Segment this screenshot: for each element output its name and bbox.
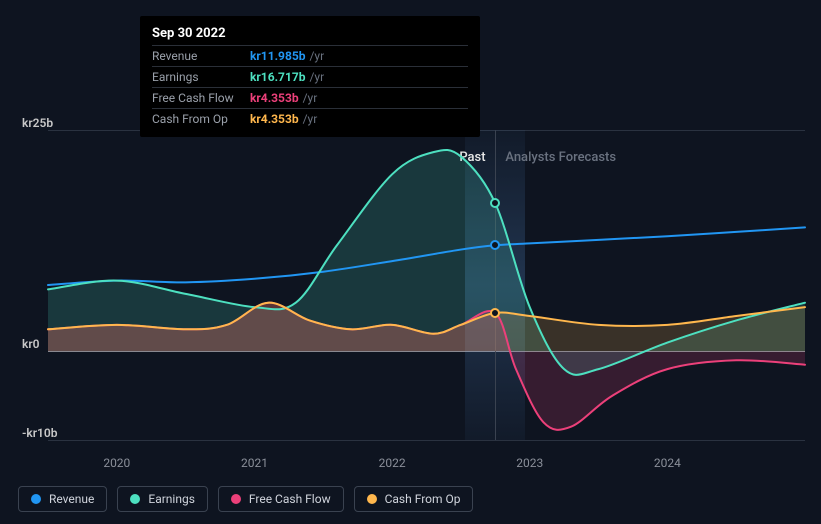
tooltip-row: Cash From Opkr4.353b/yr: [152, 108, 468, 129]
tooltip-row-label: Revenue: [152, 49, 250, 63]
legend-item-cfo[interactable]: Cash From Op: [354, 486, 474, 512]
legend-swatch: [31, 494, 41, 504]
tooltip-row: Earningskr16.717b/yr: [152, 66, 468, 87]
x-tick-label: 2020: [103, 456, 130, 470]
tooltip-row-label: Free Cash Flow: [152, 91, 250, 105]
legend-swatch: [130, 494, 140, 504]
marker-cfo: [490, 308, 500, 318]
marker-revenue: [490, 240, 500, 250]
financials-chart: -kr10bkr0kr25b Past Analysts Forecasts 2…: [0, 0, 821, 524]
tooltip-row-value: kr11.985b: [250, 49, 305, 63]
legend-item-revenue[interactable]: Revenue: [18, 486, 107, 512]
legend: Revenue Earnings Free Cash Flow Cash From O…: [18, 486, 473, 512]
tooltip-row-label: Cash From Op: [152, 112, 250, 126]
legend-label: Earnings: [148, 492, 195, 506]
legend-item-fcf[interactable]: Free Cash Flow: [218, 486, 344, 512]
x-tick-label: 2023: [516, 456, 543, 470]
tooltip-row-value: kr4.353b: [250, 112, 299, 126]
legend-swatch: [231, 494, 241, 504]
tooltip-row: Revenuekr11.985b/yr: [152, 45, 468, 66]
tooltip-row-unit: /yr: [309, 49, 324, 63]
plot-area[interactable]: [48, 130, 805, 440]
y-tick-label: kr0: [22, 337, 40, 351]
legend-label: Revenue: [49, 492, 94, 506]
tooltip-row-value: kr4.353b: [250, 91, 299, 105]
tooltip-row-label: Earnings: [152, 70, 250, 84]
tooltip-row-value: kr16.717b: [250, 70, 305, 84]
x-tick-label: 2024: [654, 456, 681, 470]
legend-label: Free Cash Flow: [249, 492, 331, 506]
x-tick-label: 2022: [379, 456, 406, 470]
tooltip-row: Free Cash Flowkr4.353b/yr: [152, 87, 468, 108]
marker-earnings: [490, 198, 500, 208]
legend-swatch: [367, 494, 377, 504]
tooltip-title: Sep 30 2022: [152, 22, 468, 45]
gridline: [48, 440, 805, 441]
y-tick-label: kr25b: [22, 116, 53, 130]
tooltip: Sep 30 2022 Revenuekr11.985b/yrEarningsk…: [140, 16, 480, 137]
x-tick-label: 2021: [241, 456, 268, 470]
legend-item-earnings[interactable]: Earnings: [117, 486, 208, 512]
tooltip-row-unit: /yr: [303, 91, 318, 105]
tooltip-row-unit: /yr: [309, 70, 324, 84]
tooltip-row-unit: /yr: [303, 112, 318, 126]
legend-label: Cash From Op: [385, 492, 461, 506]
